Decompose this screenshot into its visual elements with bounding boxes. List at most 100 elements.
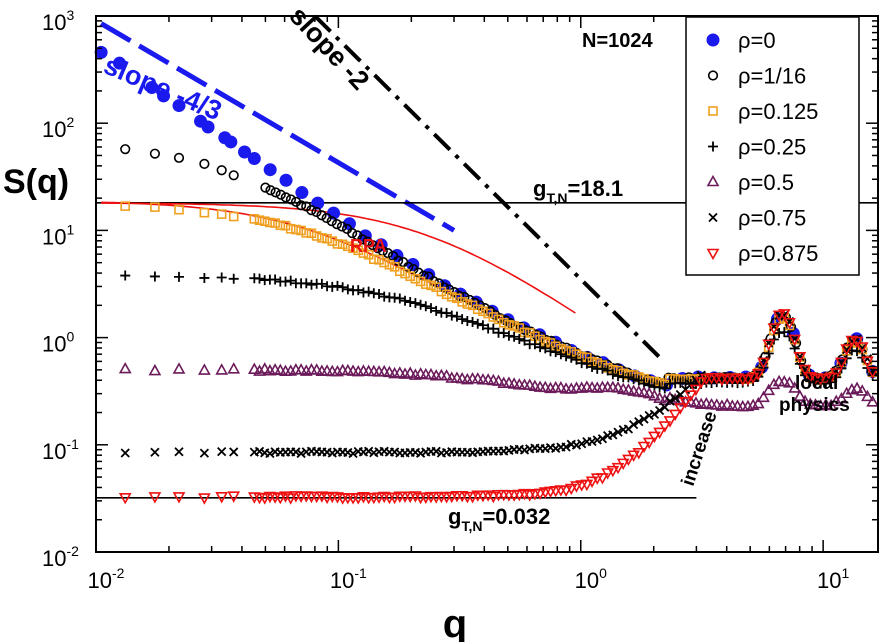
data-point: [670, 393, 680, 403]
data-point: [199, 448, 210, 458]
legend-marker: [708, 212, 718, 223]
series-4: [118, 361, 879, 412]
data-point: [608, 430, 618, 440]
data-point: [533, 488, 547, 501]
data-point: [215, 363, 229, 375]
y-tick-label: 103: [42, 7, 74, 35]
data-point: [247, 152, 261, 166]
plot-border: [95, 15, 879, 553]
data-point: [420, 279, 431, 289]
data-point: [148, 492, 162, 504]
series-5: [120, 310, 878, 459]
data-point: [498, 317, 509, 328]
data-point: [284, 493, 298, 505]
data-point: [348, 243, 358, 253]
data-point: [611, 381, 625, 393]
legend-label: ρ=0.875: [738, 241, 818, 266]
data-point: [840, 344, 853, 356]
y-tick-label: 10-2: [42, 543, 79, 571]
data-point: [382, 248, 393, 259]
y-tick-label-exp: 3: [66, 7, 74, 23]
local-physics-line2: physics: [779, 395, 850, 416]
data-point: [296, 200, 307, 211]
data-point: [384, 259, 395, 270]
data-point: [374, 288, 385, 299]
data-point: [149, 148, 161, 159]
data-point: [279, 173, 293, 187]
data-point: [403, 366, 417, 378]
data-point: [779, 327, 790, 338]
data-point: [150, 447, 160, 457]
data-point: [265, 217, 275, 228]
data-point: [291, 447, 301, 457]
data-point: [607, 369, 618, 380]
data-point: [850, 381, 864, 393]
data-point: [172, 362, 186, 374]
data-point: [602, 365, 613, 376]
data-point: [861, 389, 874, 402]
data-point: [550, 347, 561, 358]
data-point: [405, 297, 416, 308]
data-point: [216, 209, 227, 219]
data-point: [459, 291, 470, 303]
data-point: [639, 414, 649, 424]
data-point: [566, 352, 577, 363]
legend-marker: [708, 106, 718, 116]
data-point: [679, 397, 692, 409]
data-point: [648, 431, 661, 444]
data-point: [857, 343, 867, 353]
y-axis-title: S(q): [3, 163, 69, 201]
data-point: [199, 158, 210, 169]
data-point: [788, 381, 802, 393]
data-point: [772, 310, 786, 322]
data-point: [337, 239, 348, 250]
data-point: [348, 448, 358, 459]
data-point: [829, 368, 843, 380]
data-point: [762, 339, 776, 351]
data-point: [540, 343, 551, 354]
data-point: [451, 311, 462, 322]
data-point: [613, 427, 623, 437]
data-point: [229, 447, 239, 457]
data-point: [616, 458, 630, 471]
data-point: [306, 205, 317, 216]
data-point: [788, 334, 802, 347]
data-point: [611, 462, 625, 475]
data-point: [457, 314, 468, 325]
data-point: [415, 299, 426, 310]
data-point: [357, 234, 368, 245]
legend-item: ρ=0.25: [708, 135, 806, 160]
data-point: [149, 271, 160, 282]
data-point: [337, 282, 348, 293]
x-tick-label-exp: -2: [112, 565, 125, 581]
data-point: [150, 202, 160, 212]
y-tick-label-base: 10: [42, 10, 66, 35]
data-point: [400, 268, 410, 279]
data-point: [273, 492, 287, 505]
data-point: [783, 317, 796, 330]
legend-label: ρ=0.75: [738, 206, 806, 231]
data-point: [172, 492, 186, 504]
data-point: [296, 448, 306, 459]
data-point: [622, 454, 635, 467]
data-point: [767, 323, 781, 335]
data-point: [215, 492, 229, 504]
data-point: [415, 276, 426, 287]
x-tick-label: 10-2: [88, 565, 125, 593]
data-point: [798, 364, 812, 377]
data-point: [829, 394, 843, 407]
data-point: [571, 354, 582, 365]
data-point: [270, 187, 281, 198]
legend-marker: [706, 248, 720, 261]
data-point: [426, 280, 436, 291]
data-point: [519, 335, 530, 346]
data-point: [509, 331, 520, 342]
data-point: [561, 442, 571, 452]
data-point: [400, 295, 411, 306]
data-point: [336, 221, 348, 232]
y-tick-label-exp: 2: [66, 114, 74, 130]
data-point: [425, 303, 436, 314]
x-tick-label-exp: -1: [354, 565, 367, 581]
data-point: [363, 286, 374, 297]
x-tick-label-base: 10: [330, 568, 354, 593]
